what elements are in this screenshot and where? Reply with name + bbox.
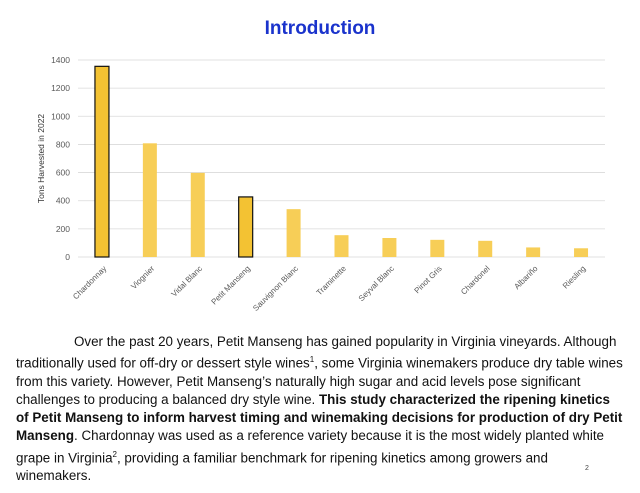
y-tick-label: 400 (56, 196, 70, 206)
bar-traminette (334, 235, 349, 257)
x-tick-label: Vidal Blanc (170, 264, 205, 299)
x-tick-label: Viognier (129, 264, 156, 291)
page-number: 2 (585, 465, 589, 472)
x-tick-label: Pinot Gris (413, 264, 444, 295)
bar-chardonnay (94, 65, 110, 258)
y-tick-label: 1000 (51, 111, 70, 121)
footnote-ref: 2 (112, 449, 117, 459)
y-tick-label: 0 (65, 252, 70, 262)
paragraph-text: . Chardonnay was used as a reference var… (16, 428, 605, 466)
y-axis-label: Tons Harvested in 2022 (36, 114, 46, 204)
x-tick-label: Seyval Blanc (357, 264, 396, 303)
bar-seyval-blanc (382, 238, 397, 257)
intro-paragraph-text: Over the past 20 years, Petit Manseng ha… (16, 333, 626, 486)
bar-albari-o (526, 247, 541, 257)
x-axis-ticks: Chardonnay Viognier Vidal Blanc Petit Manse… (71, 264, 587, 313)
slide-title: Introduction (264, 18, 376, 39)
y-tick-label: 200 (56, 224, 70, 234)
x-tick-label: Chardonnay (71, 264, 108, 301)
chart-gridlines (78, 59, 605, 258)
paragraph-text: , providing a familiar benchmark for rip… (16, 450, 548, 484)
bar-viognier (142, 143, 157, 257)
paragraph-text: Over the past 20 years, Petit Manseng ha… (16, 334, 617, 371)
intro-paragraph: Over the past 20 years, Petit Manseng ha… (16, 333, 626, 486)
x-tick-label: Chardonel (459, 264, 492, 297)
bar-chardonel (478, 240, 493, 257)
footnote-ref: 1 (309, 355, 315, 365)
y-tick-label: 800 (56, 139, 70, 149)
paragraph-text: , some Virginia winemakers produce dry t… (16, 355, 623, 408)
x-tick-label: Albariño (512, 264, 540, 292)
bar-chart: 0 200 400 600 800 1000 1200 1400 Chardonnay Viog… (36, 55, 605, 313)
y-axis-ticks: 0 200 400 600 800 1000 1200 1400 (51, 55, 70, 262)
bar-sauvignon-blanc (286, 209, 301, 257)
x-tick-label: Riesling (561, 264, 587, 290)
paragraph-bold-text: This study characterized the ripening ki… (16, 392, 623, 444)
x-tick-label: Traminette (315, 264, 349, 298)
bar-vidal-blanc (190, 172, 205, 257)
y-tick-label: 1200 (51, 83, 70, 93)
bar-petit-manseng (238, 196, 254, 258)
x-tick-label: Petit Manseng (210, 264, 253, 307)
x-tick-label: Sauvignon Blanc (251, 264, 300, 313)
y-tick-label: 600 (56, 168, 70, 178)
bar-riesling (574, 248, 589, 257)
chart-bars (94, 65, 589, 258)
bar-pinot-gris (430, 239, 445, 257)
y-tick-label: 1400 (51, 55, 70, 65)
